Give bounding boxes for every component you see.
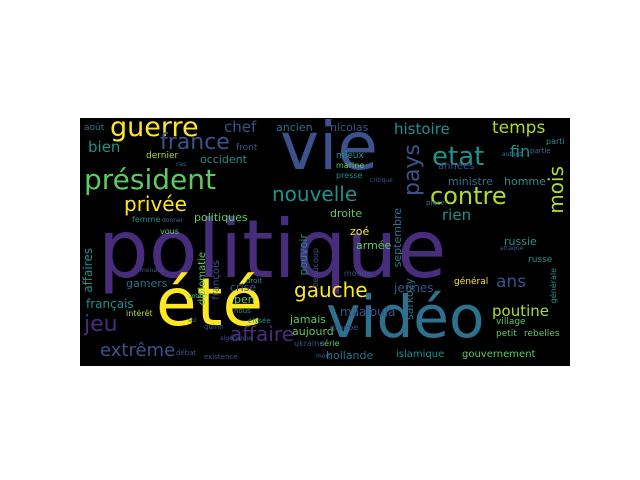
word-affaires: affaires xyxy=(81,248,95,293)
word-aout: août xyxy=(84,123,105,133)
word-russe: russe xyxy=(528,255,553,265)
word-guerre: guerre xyxy=(110,118,199,143)
word-ans: ans xyxy=(496,272,527,292)
word-politique: politique xyxy=(98,203,447,296)
word-place: place xyxy=(426,199,445,207)
word-sarkozy: sarkozy xyxy=(403,278,416,320)
word-general2: générale xyxy=(549,268,558,304)
word-vie: vie xyxy=(280,118,379,185)
word-russie: russie xyxy=(504,235,537,248)
word-president: président xyxy=(84,163,216,196)
word-politiques: politiques xyxy=(194,211,248,224)
word-gauche: gauche xyxy=(294,278,368,302)
word-pouvoir: pouvoir xyxy=(297,234,310,276)
word-droit: droit xyxy=(246,277,263,285)
word-jeu: jeu xyxy=(84,312,118,337)
word-ukraine: ukraine xyxy=(294,339,325,348)
word-existence: existence xyxy=(204,353,238,361)
word-general: général xyxy=(454,277,489,287)
word-cloud: politique vie été vidéo président guerre… xyxy=(80,118,570,366)
word-village: village xyxy=(496,317,526,327)
word-interet: intérêt xyxy=(126,309,153,318)
word-droite: droite xyxy=(330,207,363,220)
word-jamais: jamais xyxy=(290,313,327,326)
word-front: front xyxy=(236,143,258,153)
word-petit: petit xyxy=(496,329,517,339)
word-quinn: quinn xyxy=(204,323,224,331)
word-pays: pays xyxy=(400,144,425,196)
word-privee: privée xyxy=(124,192,187,216)
word-aujourd: aujourd xyxy=(292,325,334,338)
word-parti: parti xyxy=(546,137,565,146)
word-serie: série xyxy=(320,339,340,348)
word-francois: françois xyxy=(211,260,222,300)
word-monde: monde xyxy=(344,269,372,278)
word-vous: vous xyxy=(160,227,179,236)
word-zoe: zoé xyxy=(350,225,370,238)
word-temps: temps xyxy=(492,118,546,138)
word-donner: donner xyxy=(162,217,184,224)
word-algerienne: algérienne xyxy=(220,335,252,342)
word-debat: débat xyxy=(176,349,197,357)
word-occident: occident xyxy=(200,153,247,166)
word-contre: contre xyxy=(430,182,507,210)
word-groupe: groupe xyxy=(330,323,359,332)
word-autant: autant xyxy=(502,151,522,158)
word-poutine: poutine xyxy=(492,302,549,320)
word-elysee: élysée xyxy=(248,317,271,325)
word-extreme: extrême xyxy=(100,340,176,361)
word-affaire: affaire xyxy=(230,322,294,346)
word-diplomatie: diplomatie xyxy=(197,252,208,306)
word-beaucoup: beaucoup xyxy=(311,248,320,288)
word-partie: partie xyxy=(530,147,551,155)
word-jeunes: jeunes xyxy=(394,281,434,295)
word-nicolas: nicolas xyxy=(330,121,369,134)
word-rien: rien xyxy=(442,206,472,224)
word-mois: mois xyxy=(544,166,568,214)
word-maaloula: maaloula xyxy=(340,305,396,319)
word-presse: presse xyxy=(336,171,363,180)
word-attaque: attaque xyxy=(500,245,524,252)
word-fin: fin xyxy=(510,142,531,161)
word-crise: crise xyxy=(230,281,257,294)
word-nouvelle: nouvelle xyxy=(272,182,358,206)
word-nous: nous xyxy=(234,307,251,315)
word-homme: homme xyxy=(504,175,546,188)
word-septembre: septembre xyxy=(391,208,404,268)
word-bien: bien xyxy=(88,138,121,156)
word-ministre: ministre xyxy=(448,175,493,188)
word-vote: vote xyxy=(188,293,202,300)
word-pen: pen xyxy=(234,293,255,306)
word-hollande: hollande xyxy=(326,349,374,362)
word-ete: été xyxy=(156,264,264,341)
word-gamers: gamers xyxy=(126,277,168,290)
word-soi: soi xyxy=(188,317,197,324)
word-mort: mort xyxy=(316,353,331,360)
word-critique: critique xyxy=(370,177,393,184)
word-chef: chef xyxy=(224,118,257,136)
word-marine: marine xyxy=(336,161,365,170)
word-francais: français xyxy=(86,297,134,311)
word-armee: armée xyxy=(356,239,392,252)
word-rebelles: rebelles xyxy=(524,329,560,339)
word-video: vidéo xyxy=(326,283,485,351)
word-mieux: mieux xyxy=(336,151,364,161)
word-histoire: histoire xyxy=(394,120,450,138)
word-annees: années xyxy=(438,161,475,172)
word-islamique: islamique xyxy=(396,349,445,360)
word-france: france xyxy=(160,130,230,155)
word-ancien: ancien xyxy=(276,121,313,134)
word-cas: cas xyxy=(176,161,187,168)
word-gouvernement: gouvernement xyxy=(462,349,536,360)
word-dernier: dernier xyxy=(146,151,179,161)
word-femme: femme xyxy=(132,215,161,224)
word-menace: menace xyxy=(140,267,165,274)
word-etat: etat xyxy=(432,142,485,172)
